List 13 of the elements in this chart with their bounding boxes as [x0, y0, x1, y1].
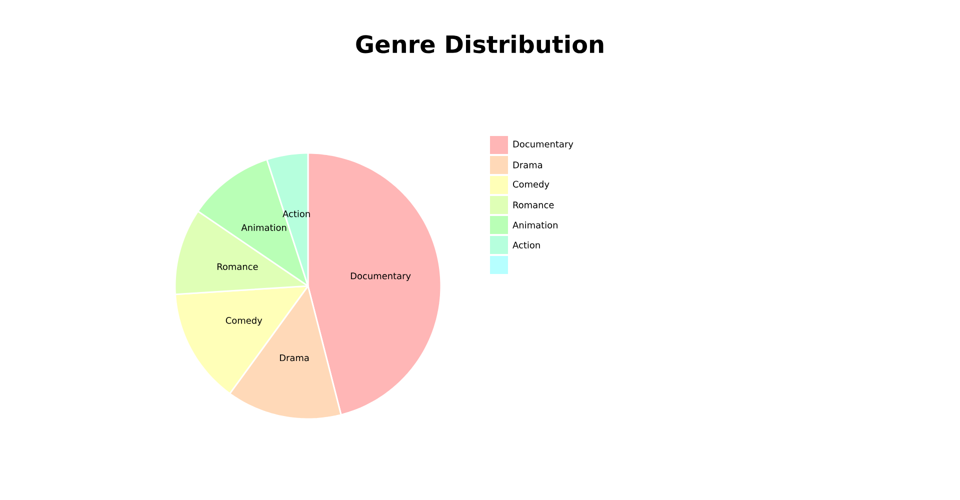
legend-label: Romance [513, 202, 554, 208]
slice-label: Romance [217, 263, 258, 270]
slice-label: Comedy [226, 316, 262, 326]
legend-label: Action [512, 242, 540, 248]
chart-title: Genre Distribution [356, 34, 604, 54]
slice-label: Drama [280, 354, 309, 362]
legend-label: Comedy [513, 180, 550, 190]
slice-label: Animation [241, 224, 286, 231]
legend-label: Drama [513, 162, 542, 168]
legend-label: Documentary [513, 140, 574, 150]
legend-label: Animation [512, 222, 558, 228]
slice-label: Action [282, 210, 310, 218]
slice-label: Documentary [350, 272, 411, 282]
